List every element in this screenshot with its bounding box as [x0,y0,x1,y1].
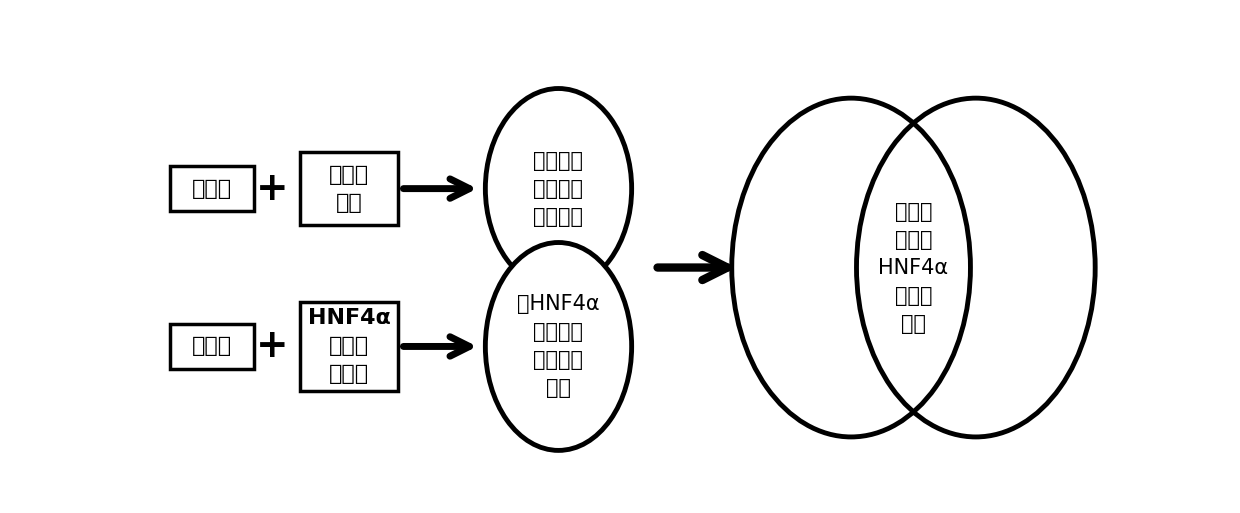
FancyBboxPatch shape [300,152,398,225]
Ellipse shape [485,89,631,289]
Ellipse shape [857,98,1095,437]
FancyBboxPatch shape [170,166,254,211]
Text: 受铁过负
荷影响的
转录因子: 受铁过负 荷影响的 转录因子 [533,151,584,227]
Text: +: + [255,170,289,208]
Text: 铁过负
荷下调
HNF4α
的转录
因子: 铁过负 荷下调 HNF4α 的转录 因子 [878,202,949,333]
Ellipse shape [485,243,631,450]
Text: 与HNF4α
启动子结
合的转录
因子: 与HNF4α 启动子结 合的转录 因子 [517,294,600,399]
Ellipse shape [732,98,971,437]
FancyBboxPatch shape [170,324,254,369]
Text: +: + [255,327,289,365]
Text: 对照组: 对照组 [192,179,232,199]
Text: HNF4α
启动子
探针组: HNF4α 启动子 探针组 [308,308,391,384]
Text: 铁过负
荷组: 铁过负 荷组 [329,165,370,212]
Text: 对照组: 对照组 [192,337,232,357]
FancyBboxPatch shape [300,302,398,391]
